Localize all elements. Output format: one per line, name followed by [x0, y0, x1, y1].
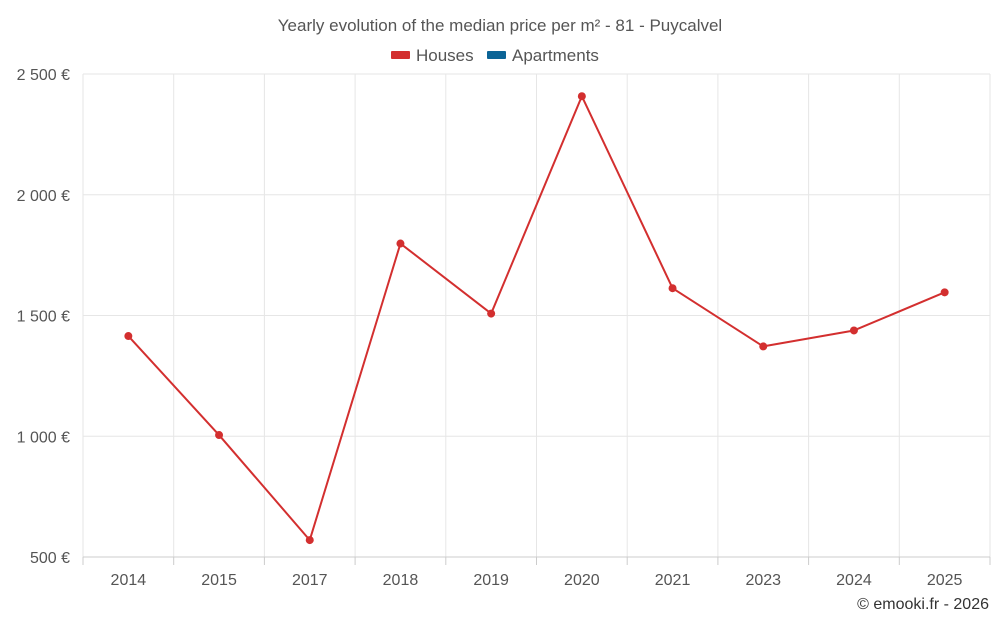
y-tick-label: 500 € [30, 550, 70, 567]
x-tick-label: 2024 [836, 572, 872, 589]
data-point[interactable] [215, 431, 224, 440]
data-point[interactable] [396, 239, 405, 248]
x-tick-label: 2021 [655, 572, 691, 589]
chart-title: Yearly evolution of the median price per… [278, 16, 722, 35]
x-tick-label: 2023 [745, 572, 781, 589]
x-tick-label: 2018 [383, 572, 419, 589]
x-axis: 2014 2015 2017 2018 2019 2020 2021 2023 2024 2025 [111, 572, 963, 589]
x-tick-label: 2020 [564, 572, 600, 589]
data-point[interactable] [487, 309, 496, 318]
grid [82, 73, 991, 565]
y-axis: 500 € 1 000 € 1 500 € 2 000 € 2 500 € [17, 67, 70, 567]
credit-text: © emooki.fr - 2026 [857, 596, 989, 613]
legend: Houses Apartments [391, 46, 599, 65]
x-tick-label: 2014 [111, 572, 147, 589]
data-point[interactable] [849, 326, 858, 335]
data-point[interactable] [124, 332, 133, 341]
series-houses [124, 92, 949, 545]
data-point[interactable] [668, 284, 677, 293]
legend-label-apartments[interactable]: Apartments [512, 46, 599, 65]
data-point[interactable] [577, 92, 586, 101]
y-tick-label: 1 000 € [17, 429, 70, 446]
x-tick-label: 2025 [927, 572, 963, 589]
legend-swatch-houses [391, 51, 410, 59]
legend-swatch-apartments [487, 51, 506, 59]
x-tick-label: 2019 [473, 572, 509, 589]
y-tick-label: 2 000 € [17, 188, 70, 205]
data-point[interactable] [940, 288, 949, 297]
x-tick-label: 2017 [292, 572, 328, 589]
y-tick-label: 2 500 € [17, 67, 70, 84]
y-tick-label: 1 500 € [17, 309, 70, 326]
legend-label-houses[interactable]: Houses [416, 46, 474, 65]
data-point[interactable] [759, 342, 768, 351]
x-tick-label: 2015 [201, 572, 237, 589]
series-line-houses [127, 95, 946, 542]
data-point[interactable] [305, 536, 314, 545]
